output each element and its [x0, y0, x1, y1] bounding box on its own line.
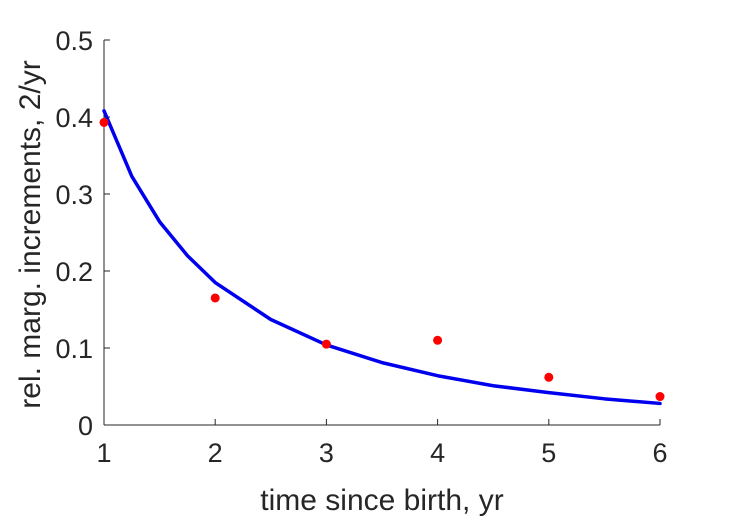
x-axis-label: time since birth, yr: [260, 484, 503, 517]
y-axis-label: rel. marg. increments, 2/yr: [14, 60, 47, 408]
y-tick-label: 0: [78, 411, 93, 441]
y-tick-label: 0.5: [55, 26, 93, 56]
data-point: [544, 372, 554, 382]
plot-area: [99, 109, 665, 406]
y-tick-label: 0.2: [55, 257, 93, 287]
x-tick-label: 5: [541, 438, 556, 468]
data-point: [655, 392, 665, 402]
x-tick-label: 3: [319, 438, 334, 468]
axis-labels: time since birth, yr rel. marg. incremen…: [14, 60, 504, 517]
x-tick-label: 6: [652, 438, 667, 468]
y-tick-label: 0.4: [55, 103, 93, 133]
y-tick-label: 0.3: [55, 180, 93, 210]
data-point: [99, 117, 109, 127]
data-point: [321, 339, 331, 349]
x-tick-label: 1: [96, 438, 111, 468]
y-tick-label: 0.1: [55, 334, 93, 364]
x-tick-label: 2: [208, 438, 223, 468]
data-point: [433, 335, 443, 345]
data-point: [210, 293, 220, 303]
x-tick-label: 4: [430, 438, 445, 468]
axes: 1 2 3 4 5 6 0 0.1 0.2 0.3 0.4 0.5: [55, 26, 667, 468]
